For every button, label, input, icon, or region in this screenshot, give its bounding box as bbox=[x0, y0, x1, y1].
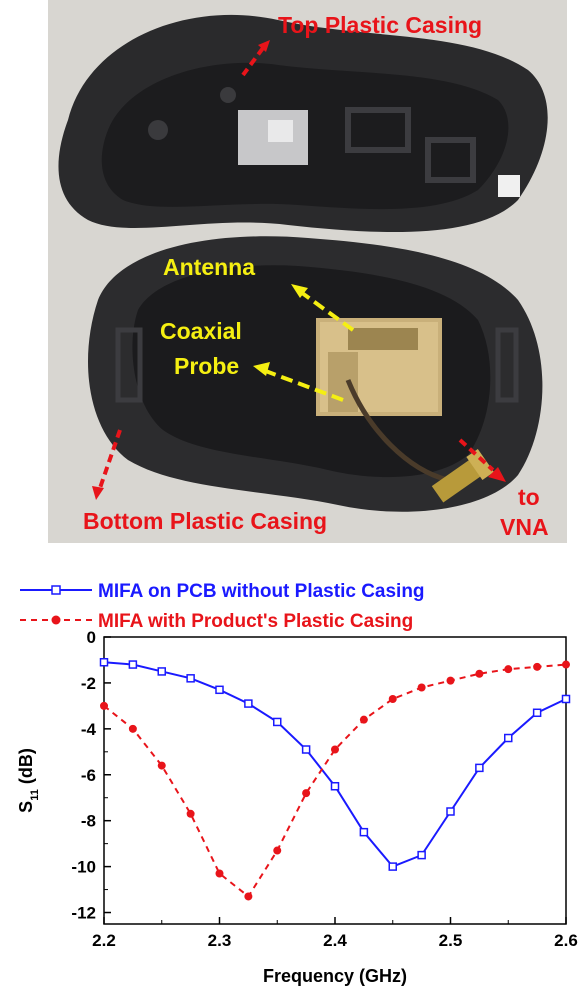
data-point-square bbox=[359, 827, 369, 837]
coaxial-label: Coaxial bbox=[160, 318, 242, 344]
data-point-circle bbox=[273, 846, 282, 855]
data-point-square bbox=[301, 745, 311, 754]
s11-chart: MIFA on PCB without Plastic Casing MIFA w… bbox=[0, 566, 587, 994]
y-tick-label: -6 bbox=[81, 766, 96, 785]
bottom-casing-arrow bbox=[92, 429, 122, 500]
y-tick-label: -12 bbox=[71, 904, 96, 923]
data-point-square bbox=[504, 733, 513, 743]
mouse-casing-photo: Top Plastic Casing Antenna Coaxial Probe… bbox=[48, 0, 567, 543]
to-label: to bbox=[518, 484, 540, 510]
top-casing-label: Top Plastic Casing bbox=[278, 12, 483, 38]
legend-marker-square bbox=[51, 585, 61, 595]
series-line-2 bbox=[103, 663, 567, 898]
data-point-square bbox=[532, 708, 542, 718]
y-tick-label: -4 bbox=[81, 720, 97, 739]
antenna-arrow bbox=[291, 284, 355, 332]
data-point-circle bbox=[186, 809, 195, 818]
data-point-circle bbox=[562, 660, 570, 669]
data-point-square bbox=[330, 781, 340, 791]
x-tick-label: 2.6 bbox=[554, 931, 578, 950]
s11-chart-svg: MIFA on PCB without Plastic Casing MIFA w… bbox=[16, 581, 578, 986]
data-point-circle bbox=[475, 669, 484, 678]
legend-label-2: MIFA with Product's Plastic Casing bbox=[98, 611, 413, 632]
legend-label-1: MIFA on PCB without Plastic Casing bbox=[98, 581, 425, 602]
data-point-square bbox=[186, 674, 195, 683]
top-casing-arrow bbox=[241, 40, 270, 77]
data-point-square bbox=[99, 658, 109, 667]
data-point-circle bbox=[504, 665, 513, 674]
probe-label: Probe bbox=[174, 353, 240, 379]
data-point-square bbox=[273, 717, 282, 727]
legend-marker-circle bbox=[51, 615, 61, 625]
data-point-square bbox=[244, 699, 253, 708]
x-tick-label: 2.4 bbox=[323, 931, 347, 950]
y-tick-label: -8 bbox=[81, 812, 96, 831]
bottom-plastic-casing-shape bbox=[88, 236, 543, 512]
y-label-unit: (dB) bbox=[16, 748, 36, 789]
x-tick-label: 2.2 bbox=[92, 931, 116, 950]
data-point-circle bbox=[359, 715, 368, 724]
data-point-square bbox=[446, 807, 455, 816]
data-point-circle bbox=[215, 869, 224, 878]
data-point-circle bbox=[331, 745, 339, 754]
top-plastic-casing-shape bbox=[58, 14, 548, 233]
chart-legend: MIFA on PCB without Plastic Casing MIFA w… bbox=[20, 581, 425, 632]
data-point-square bbox=[475, 763, 484, 773]
y-label-subscript: 11 bbox=[29, 789, 41, 801]
data-point-square bbox=[157, 667, 166, 676]
y-tick-label: 0 bbox=[87, 628, 96, 647]
coaxial-probe-arrow bbox=[253, 362, 344, 402]
y-label-s: S bbox=[16, 801, 36, 813]
bottom-casing-label: Bottom Plastic Casing bbox=[83, 508, 328, 534]
plot-frame bbox=[103, 636, 567, 925]
data-point-square bbox=[215, 685, 224, 695]
vna-label: VNA bbox=[500, 514, 549, 540]
data-point-circle bbox=[157, 761, 166, 770]
data-point-square bbox=[388, 862, 397, 871]
x-tick-label: 2.5 bbox=[439, 931, 463, 950]
x-tick-label: 2.3 bbox=[208, 931, 232, 950]
series-line-1 bbox=[103, 661, 567, 868]
data-point-square bbox=[128, 660, 138, 669]
data-point-square bbox=[417, 850, 426, 860]
y-axis-label: S11 (dB) bbox=[16, 748, 41, 813]
data-point-circle bbox=[533, 662, 542, 671]
data-point-circle bbox=[417, 683, 426, 692]
data-point-circle bbox=[302, 789, 311, 798]
axis-ticks: 2.2 2.3 2.4 2.5 2.6 0 -2 -4 -6 -8 -10 -12 bbox=[71, 628, 577, 950]
data-point-circle bbox=[388, 694, 397, 703]
data-point-square bbox=[561, 694, 571, 704]
mouse-photo-illustration bbox=[48, 0, 567, 543]
data-point-circle bbox=[244, 892, 253, 901]
x-axis-label: Frequency (GHz) bbox=[263, 966, 407, 986]
y-tick-label: -10 bbox=[71, 858, 96, 877]
to-vna-arrow bbox=[458, 438, 506, 482]
antenna-label: Antenna bbox=[163, 254, 255, 280]
series-group bbox=[99, 658, 571, 901]
data-point-circle bbox=[446, 676, 455, 685]
data-point-circle bbox=[100, 701, 108, 710]
data-point-circle bbox=[128, 724, 137, 733]
y-tick-label: -2 bbox=[81, 674, 96, 693]
